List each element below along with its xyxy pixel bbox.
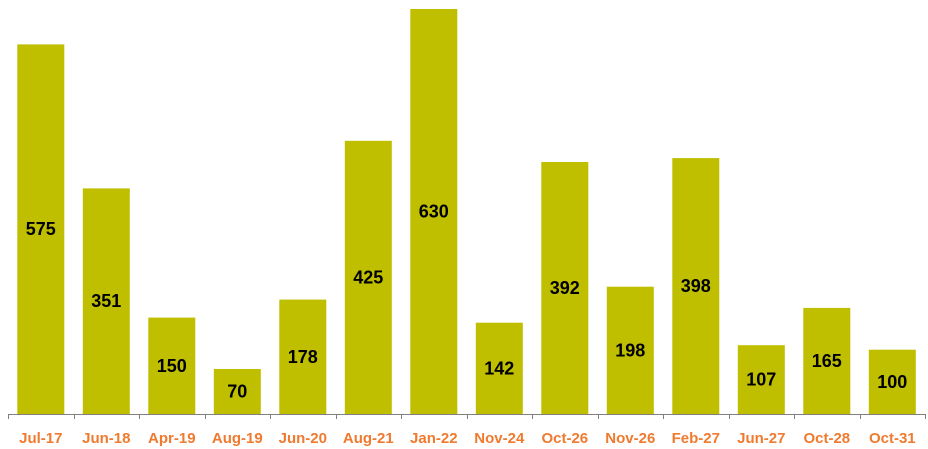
data-label: 351 — [91, 291, 121, 311]
data-label: 198 — [615, 340, 645, 360]
x-tick-label: Nov-24 — [474, 430, 525, 447]
data-label: 100 — [877, 372, 907, 392]
x-tick-label: Aug-19 — [212, 430, 263, 447]
data-label: 70 — [227, 382, 247, 402]
bar-feb-27 — [672, 158, 720, 414]
data-label: 107 — [746, 370, 776, 390]
data-label: 142 — [484, 358, 514, 378]
x-tick-label: Apr-19 — [148, 430, 196, 447]
bar-jul-17 — [17, 44, 65, 415]
data-labels-group: 575 351 150 70 178 425 630 142 392 198 398 107 165 10… — [26, 202, 908, 402]
x-tick-label: Oct-26 — [541, 430, 588, 447]
x-tick-label: Jun-27 — [737, 430, 785, 447]
data-label: 150 — [157, 356, 187, 376]
bar-aug-21 — [344, 140, 392, 415]
data-label: 165 — [812, 351, 842, 371]
bar-jun-27 — [737, 345, 785, 414]
bar-oct-26 — [541, 162, 589, 414]
x-tick-label: Jun-18 — [82, 430, 130, 447]
bar-jun-18 — [82, 188, 130, 414]
x-tick-label: Oct-28 — [803, 430, 850, 447]
x-tick-labels-group: Jul-17 Jun-18 Apr-19 Aug-19 Jun-20 Aug-21 Jan-… — [19, 430, 916, 447]
x-tick-label: Aug-21 — [343, 430, 394, 447]
x-tick-label: Oct-31 — [869, 430, 916, 447]
bar-jan-22 — [410, 9, 458, 414]
x-tick-label: Jan-22 — [410, 430, 458, 447]
bar-apr-19 — [148, 317, 196, 414]
bar-oct-31 — [868, 349, 916, 414]
data-label: 575 — [26, 219, 56, 239]
bar-nov-24 — [475, 322, 523, 414]
data-label: 178 — [288, 347, 318, 367]
bar-oct-28 — [803, 307, 851, 414]
x-tick-label: Nov-26 — [605, 430, 655, 447]
bars-group — [17, 9, 916, 415]
bar-jun-20 — [279, 299, 327, 414]
data-label: 630 — [419, 202, 449, 222]
x-tick-label: Jul-17 — [19, 430, 62, 447]
x-axis — [8, 414, 926, 419]
data-label: 398 — [681, 276, 711, 296]
bar-nov-26 — [606, 286, 654, 414]
bar-aug-19 — [213, 369, 261, 414]
data-label: 425 — [353, 267, 383, 287]
data-label: 392 — [550, 278, 580, 298]
x-tick-label: Feb-27 — [672, 430, 720, 447]
x-tick-label: Jun-20 — [279, 430, 327, 447]
